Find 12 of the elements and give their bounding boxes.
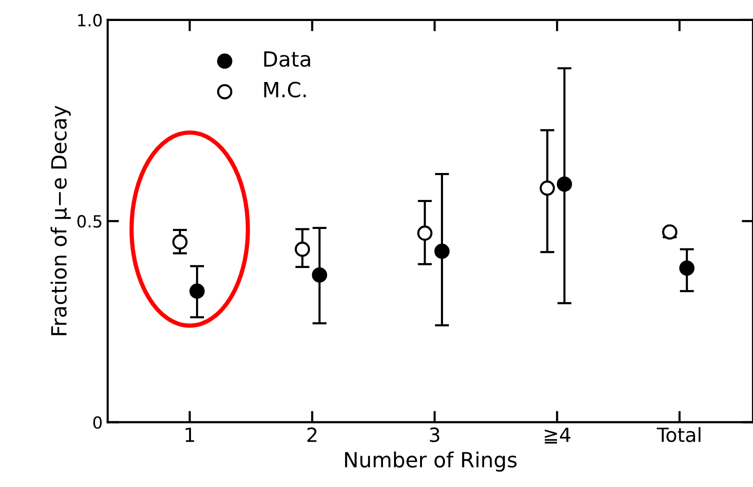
y-axis-title: Fraction of μ−e Decay xyxy=(50,106,71,336)
x-tick-label: 1 xyxy=(186,428,194,442)
y-tick-label: 0.5 xyxy=(77,215,102,228)
x-tick-label: 3 xyxy=(430,427,440,442)
legend-label: M.C. xyxy=(264,82,306,98)
x-tick-label: Total xyxy=(656,427,700,442)
x-tick-label: ≧4 xyxy=(544,428,570,444)
x-tick-label: 2 xyxy=(307,427,316,442)
y-tick-label: 0 xyxy=(93,416,102,429)
y-tick-label: 1.0 xyxy=(78,14,102,27)
legend-label: Data xyxy=(264,51,310,67)
x-axis-title: Number of Rings xyxy=(345,451,517,472)
